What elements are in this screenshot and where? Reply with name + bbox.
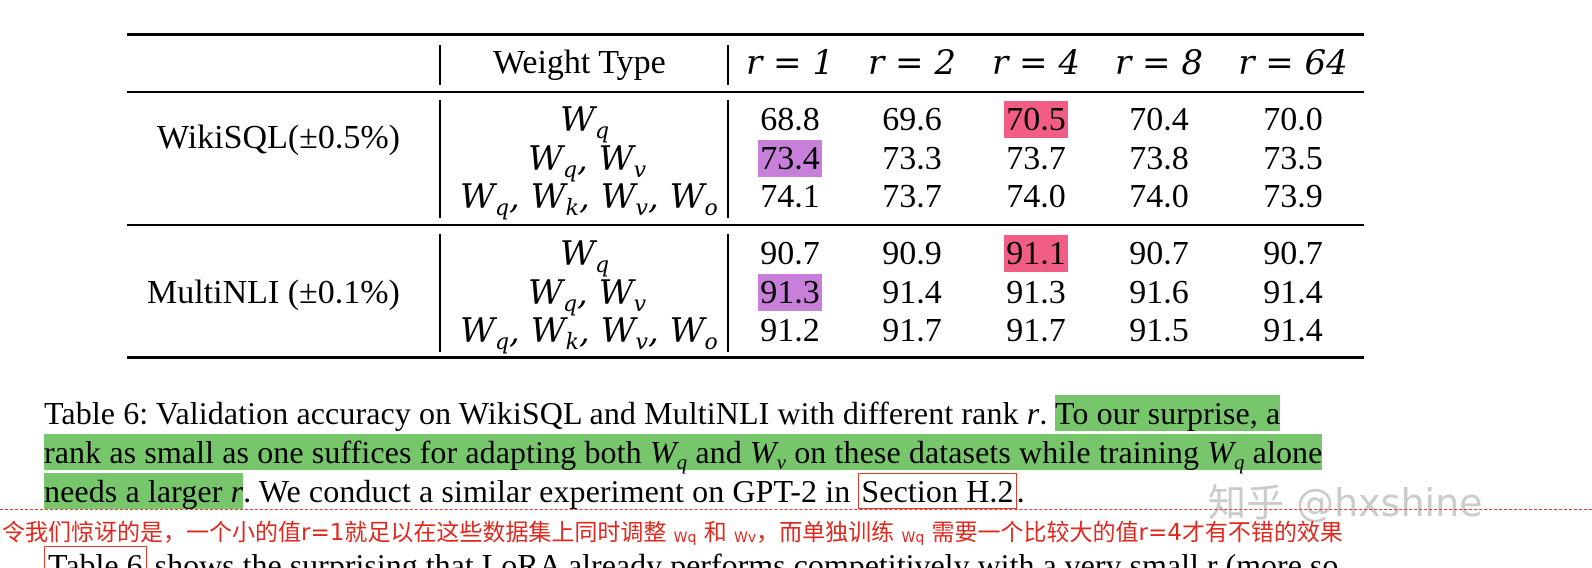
math-wv: Wv <box>749 434 787 474</box>
weight-type-cell: Wq, Wk, Wv, Wo <box>460 177 718 221</box>
weight-type-cell: Wq <box>560 100 610 144</box>
dataset-label: MultiNLI (±0.1%) <box>147 274 400 311</box>
caption-text: . We conduct a similar experiment on GPT… <box>243 473 859 509</box>
table-vline <box>727 234 729 352</box>
table-cell: 69.6 <box>882 101 942 138</box>
weight-type-cell: Wq, Wv <box>528 273 647 317</box>
dataset-label: WikiSQL(±0.5%) <box>157 119 400 156</box>
table-cell: 91.7 <box>882 312 942 349</box>
caption-line-3: needs a larger r. We conduct a similar e… <box>44 473 1025 509</box>
table-cell: 90.7 <box>1129 235 1189 272</box>
table-cell: 91.7 <box>1006 312 1066 349</box>
caption-line-1: Table 6: Validation accuracy on WikiSQL … <box>44 394 1281 432</box>
table-cell: 74.0 <box>1006 178 1066 215</box>
table-cell-highlight: 73.4 <box>735 139 845 179</box>
table-top-rule <box>127 33 1364 36</box>
table-cell: 73.9 <box>1263 178 1323 215</box>
weight-type-cell: Wq, Wv <box>528 139 647 183</box>
table-cell: 73.7 <box>882 178 942 215</box>
table-cell-highlight: 70.5 <box>981 100 1091 140</box>
header-rank: r = 8 <box>1115 43 1203 83</box>
table-vline <box>439 234 441 352</box>
table-vline <box>727 45 729 85</box>
math-wq: Wq <box>1207 434 1245 474</box>
next-paragraph-line: Table 6 shows the surprising that LoRA a… <box>44 546 1338 568</box>
table-bottom-rule <box>127 356 1364 359</box>
section-link[interactable]: Section H.2 <box>858 473 1017 509</box>
table-header-rule <box>127 91 1364 93</box>
highlight-red: 70.5 <box>1004 101 1068 138</box>
header-rank: r = 4 <box>992 43 1080 83</box>
math-wq: Wq <box>649 434 688 474</box>
table-cell: 91.5 <box>1129 312 1189 349</box>
annotation-divider <box>0 509 1592 510</box>
caption-text: . <box>1039 395 1055 431</box>
table-cell: 74.0 <box>1129 178 1189 215</box>
table-cell: 70.0 <box>1263 101 1323 138</box>
table-cell-highlight: 91.1 <box>981 234 1091 274</box>
header-weight-type: Weight Type <box>493 44 666 81</box>
highlight-purple: 73.4 <box>758 140 822 177</box>
table-group-rule <box>127 224 1364 226</box>
weight-type-cell: Wq <box>560 234 610 278</box>
table-cell: 68.8 <box>760 101 820 138</box>
table-vline <box>439 100 441 218</box>
header-rank: r = 2 <box>868 43 956 83</box>
table-cell: 90.7 <box>1263 235 1323 272</box>
table-reference-link[interactable]: Table 6 <box>44 546 147 568</box>
caption-math-r: r <box>1026 395 1040 431</box>
table-cell: 91.2 <box>760 312 820 349</box>
weight-type-cell: Wq, Wk, Wv, Wo <box>460 311 718 355</box>
table-cell: 70.4 <box>1129 101 1189 138</box>
table-cell: 74.1 <box>760 178 820 215</box>
header-rank: r = 1 <box>746 43 834 83</box>
table-vline <box>439 45 441 85</box>
table-cell: 91.6 <box>1129 274 1189 311</box>
table-cell: 90.9 <box>882 235 942 272</box>
table-cell: 91.4 <box>1263 274 1323 311</box>
caption-text: Table 6: Validation accuracy on WikiSQL … <box>44 395 1027 431</box>
caption-line-2: rank as small as one suffices for adapti… <box>44 433 1323 481</box>
table-cell-highlight: 91.3 <box>735 273 845 313</box>
table-vline <box>727 100 729 218</box>
caption-highlight-green: needs a larger r <box>44 473 244 509</box>
annotation-text: 令我们惊讶的是，一个小的值r=1就足以在这些数据集上同时调整 Wq 和 Wv，而… <box>2 520 1343 546</box>
highlight-red: 91.1 <box>1004 235 1068 272</box>
table-cell: 73.7 <box>1006 140 1066 177</box>
table-cell: 91.3 <box>1006 274 1066 311</box>
highlight-purple: 91.3 <box>758 274 822 311</box>
table-cell: 73.8 <box>1129 140 1189 177</box>
table-cell: 73.3 <box>882 140 942 177</box>
caption-highlight-green: rank as small as one suffices for adapti… <box>44 434 1323 474</box>
caption-highlight-green: To our surprise, a <box>1054 395 1281 431</box>
table-cell: 73.5 <box>1263 140 1323 177</box>
watermark: 知乎 @hxshine <box>1208 481 1483 525</box>
header-rank: r = 64 <box>1238 43 1348 83</box>
table-cell: 91.4 <box>882 274 942 311</box>
table-cell: 90.7 <box>760 235 820 272</box>
table-cell: 91.4 <box>1263 312 1323 349</box>
